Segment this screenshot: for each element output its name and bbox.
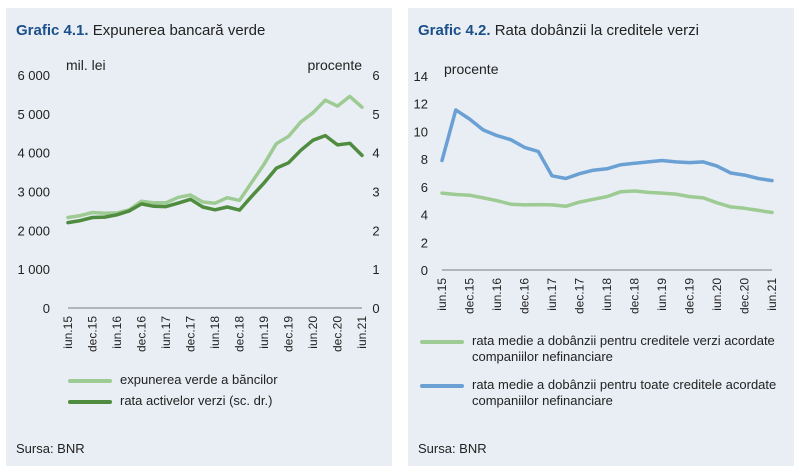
- x-tick-label: iun.16: [110, 316, 124, 349]
- x-tick-label: dec.17: [184, 316, 198, 352]
- series-line-expunerea-verde: [66, 94, 364, 220]
- legend-item-toate-creditele: rata medie a dobânzii pentru toate credi…: [420, 377, 786, 409]
- y-tick-label: 2 000: [17, 223, 50, 238]
- legend-label-toate-creditele: rata medie a dobânzii pentru toate credi…: [472, 377, 777, 408]
- legend-label-expunerea-verde: expunerea verde a băncilor: [120, 372, 278, 387]
- legend-label-rata-activelor: rata activelor verzi (sc. dr.): [120, 393, 273, 408]
- x-tick-label: iun.20: [306, 316, 320, 349]
- y-tick-label: 14: [414, 69, 428, 84]
- chart-number-left: Grafic 4.1.: [16, 22, 89, 39]
- y-tick-label: 3 000: [17, 185, 50, 200]
- x-tick-label: iun.21: [355, 316, 369, 349]
- series-line-toate-creditele: [440, 108, 774, 183]
- x-tick-label: iun.19: [257, 316, 271, 349]
- y-tick-label: 5 000: [17, 107, 50, 122]
- y2-tick-label: 1: [372, 262, 379, 277]
- y2-tick-label: 0: [372, 301, 379, 316]
- x-tick-label: iun.21: [765, 278, 779, 311]
- line-chart-left: 0 1 000 2 000 3 000 4 000 5 000 6 000 0 1 2 3 4 5 6 iu…: [17, 57, 379, 352]
- x-tick-label: dec.16: [135, 316, 149, 352]
- x-tick-label: dec.20: [331, 316, 345, 352]
- chart-title-text-right: Rata dobânzii la creditele verzi: [494, 22, 699, 39]
- y2-tick-label: 6: [372, 68, 379, 83]
- chart-title-left: Grafic 4.1. Expunerea bancară verde: [16, 22, 265, 39]
- y-tick-label: 1 000: [17, 262, 50, 277]
- x-tick-label: dec.15: [463, 278, 477, 314]
- legend-swatch-light-green: [68, 379, 112, 383]
- x-tick-label: dec.17: [573, 278, 587, 314]
- x-tick-label: dec.19: [683, 278, 697, 314]
- y-tick-label: 8: [421, 152, 428, 167]
- x-tick-label: iun.15: [61, 316, 75, 349]
- chart-number-right: Grafic 4.2.: [418, 22, 491, 39]
- legend-label-credite-verzi: rata medie a dobânzii pentru creditele v…: [472, 333, 775, 364]
- legend-left: expunerea verde a băncilor rata activelo…: [68, 372, 278, 414]
- chart-panel-right: Grafic 4.2. Rata dobânzii la creditele v…: [408, 8, 794, 466]
- x-tick-label: dec.16: [518, 278, 532, 314]
- y2-tick-label: 2: [372, 223, 379, 238]
- x-tick-label: dec.15: [86, 316, 100, 352]
- line-chart-right: 0 2 4 6 8 10 12 14 iun.15 dec.15 iun.16 dec.16 iun.1…: [414, 61, 779, 314]
- y-tick-label: 4 000: [17, 146, 50, 161]
- y-tick-label: 2: [421, 235, 428, 250]
- legend-swatch-blue: [420, 384, 464, 388]
- y-tick-label: 10: [414, 124, 428, 139]
- legend-item-rata-activelor: rata activelor verzi (sc. dr.): [68, 393, 278, 409]
- x-tick-label: iun.18: [208, 316, 222, 349]
- series-line-rata-activelor: [66, 133, 364, 225]
- legend-item-credite-verzi: rata medie a dobânzii pentru creditele v…: [420, 333, 786, 365]
- y-tick-label: 6: [421, 180, 428, 195]
- legend-swatch-green: [420, 340, 464, 344]
- x-tick-label: iun.17: [159, 316, 173, 349]
- series-line-credite-verzi: [440, 189, 774, 215]
- x-tick-label: iun.16: [490, 278, 504, 311]
- y-tick-label: 0: [421, 263, 428, 278]
- x-tick-label: dec.18: [233, 316, 247, 352]
- x-tick-label: iun.20: [710, 278, 724, 311]
- x-tick-label: dec.18: [628, 278, 642, 314]
- x-tick-label: dec.19: [282, 316, 296, 352]
- x-tick-label: iun.15: [435, 278, 449, 311]
- y2-tick-label: 5: [372, 107, 379, 122]
- unit-label: procente: [444, 61, 499, 77]
- y2-tick-label: 3: [372, 185, 379, 200]
- y2-tick-label: 4: [372, 146, 379, 161]
- y-tick-label: 0: [43, 301, 50, 316]
- unit-label-right: procente: [308, 57, 363, 73]
- chart-title-right: Grafic 4.2. Rata dobânzii la creditele v…: [418, 22, 699, 39]
- unit-label-left: mil. lei: [66, 57, 106, 73]
- x-tick-label: iun.17: [545, 278, 559, 311]
- y-tick-label: 4: [421, 208, 428, 223]
- legend-item-expunerea-verde: expunerea verde a băncilor: [68, 372, 278, 388]
- source-left: Sursa: BNR: [16, 441, 85, 456]
- legend-swatch-dark-green: [68, 400, 112, 404]
- y-tick-label: 12: [414, 97, 428, 112]
- x-tick-label: iun.19: [655, 278, 669, 311]
- x-tick-label: iun.18: [600, 278, 614, 311]
- chart-panel-left: Grafic 4.1. Expunerea bancară verde 0 1 0…: [6, 8, 392, 466]
- source-right: Sursa: BNR: [418, 441, 487, 456]
- legend-right: rata medie a dobânzii pentru creditele v…: [420, 333, 786, 414]
- y-tick-label: 6 000: [17, 68, 50, 83]
- x-tick-label: dec.20: [738, 278, 752, 314]
- chart-title-text-left: Expunerea bancară verde: [92, 22, 266, 39]
